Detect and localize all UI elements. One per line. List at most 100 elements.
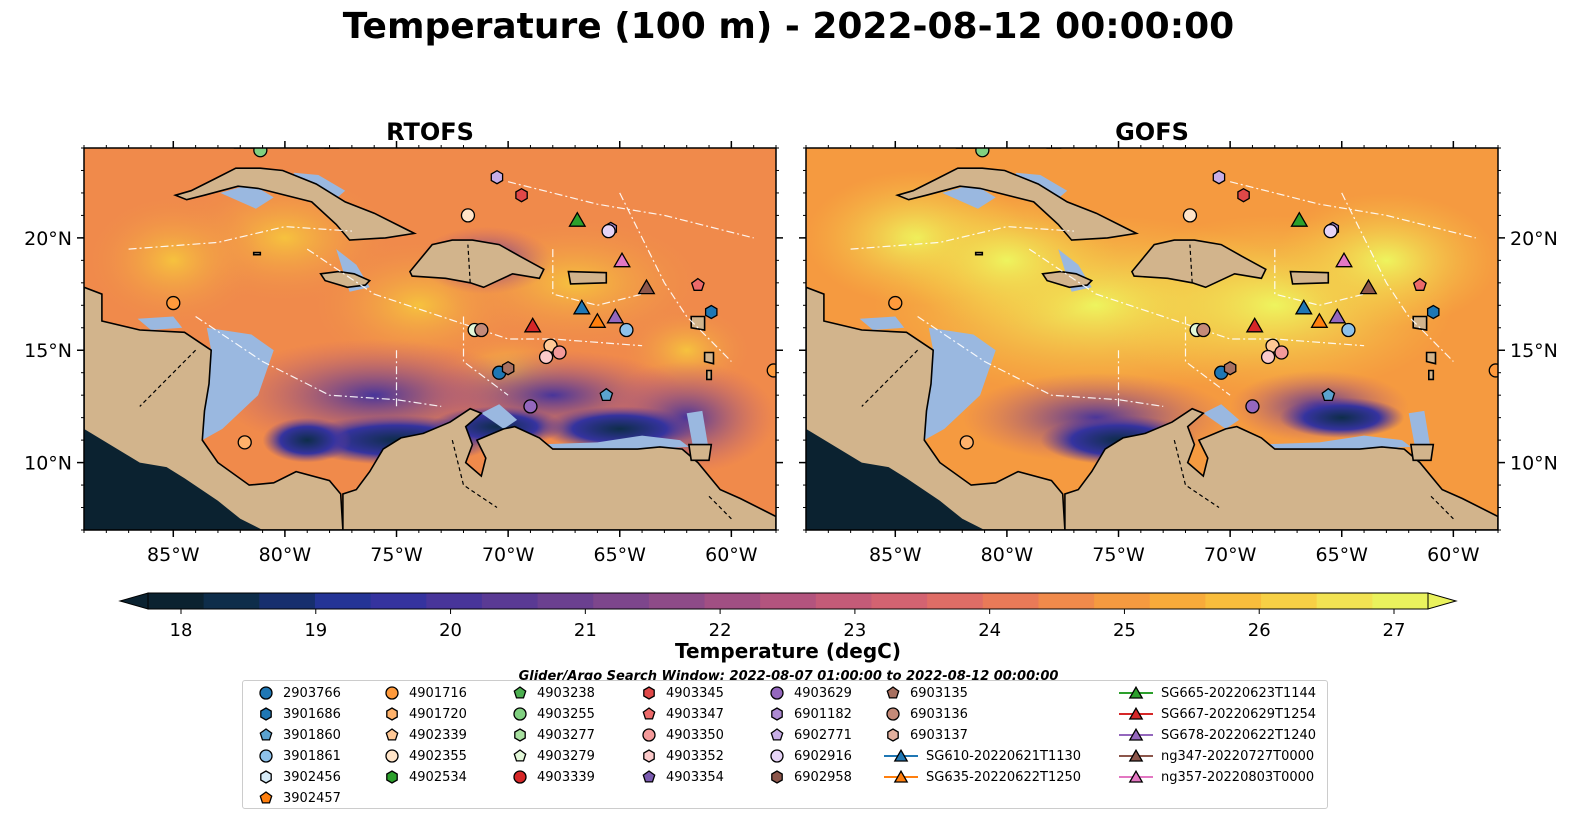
cold-upwelling — [1279, 397, 1405, 438]
platform-marker — [637, 278, 656, 295]
colorbar-tick-label: 24 — [978, 620, 1001, 641]
lat-tick-label: 20°N — [24, 228, 72, 250]
cold-upwelling — [262, 417, 352, 463]
land-andros — [324, 148, 340, 149]
legend-symbol — [386, 707, 398, 721]
legend-entry: 6902916 — [768, 746, 852, 766]
platform-marker — [1223, 360, 1237, 376]
legend-marker — [1119, 727, 1153, 741]
legend-entry: 4901716 — [383, 683, 467, 703]
colorbar-segment — [314, 593, 372, 609]
platform-marker — [1274, 345, 1289, 360]
colorbar-tick-label: 25 — [1113, 620, 1136, 641]
legend-label: ng357-20220803T0000 — [1161, 769, 1315, 785]
eez-boundary — [619, 192, 732, 362]
platform-marker — [1196, 322, 1211, 338]
platform-marker — [1212, 169, 1226, 185]
legend-symbol — [770, 749, 784, 763]
platform-marker — [568, 211, 587, 227]
legend-entry: SG665-20220623T1144 — [1119, 683, 1316, 703]
land-puertorico — [1289, 270, 1330, 285]
legend-entry: SG635-20220622T1250 — [884, 767, 1081, 787]
platform-marker — [1335, 251, 1353, 268]
colorbar-segment — [704, 593, 761, 609]
land-puertorico — [567, 270, 608, 285]
country-border — [861, 349, 919, 407]
colorbar-segment — [481, 593, 539, 609]
legend-symbol — [259, 791, 273, 804]
legend-marker — [513, 686, 527, 699]
legend-label: 4902355 — [409, 748, 467, 764]
land-martinique — [703, 351, 715, 365]
colorbar-segment — [1316, 593, 1373, 609]
land-hispaniola — [1130, 239, 1267, 289]
colorbar-tick-label: 21 — [574, 620, 597, 641]
platform-marker — [1290, 211, 1309, 227]
legend-marker — [886, 707, 900, 721]
legend-marker — [642, 770, 656, 783]
legend-label: 6903136 — [910, 706, 968, 722]
platform-marker — [601, 223, 616, 239]
map-frame — [83, 147, 777, 531]
platform-marker — [1245, 399, 1260, 414]
legend-label: 4903277 — [537, 727, 595, 743]
legend-marker — [643, 686, 655, 700]
legend-entry: 4901720 — [383, 704, 467, 724]
legend-label: 3901686 — [283, 706, 341, 722]
legend-entry: SG678-20220622T1240 — [1119, 725, 1316, 745]
land-south — [1064, 407, 1498, 530]
legend-label: 6902958 — [794, 769, 852, 785]
legend-marker — [1119, 769, 1153, 783]
legend-symbol — [385, 728, 399, 741]
legend-label: SG667-20220629T1254 — [1161, 706, 1317, 722]
legend-label: 4902339 — [409, 727, 467, 743]
legend-entry: 4903277 — [511, 725, 595, 745]
legend-symbol — [513, 749, 527, 762]
platform-marker — [538, 349, 554, 365]
shelf-area — [137, 316, 183, 330]
land-south — [342, 407, 776, 530]
legend-label: 4903350 — [666, 727, 724, 743]
legend-marker — [1119, 685, 1153, 699]
temperature-colorbar: 18 19 20 21 22 23 24 25 26 27 Temperature (degC) — [118, 592, 1458, 663]
colorbar-extend-min — [118, 592, 149, 610]
legend-label: 4903352 — [666, 748, 724, 764]
legend-entry: 3902457 — [257, 788, 341, 808]
legend-marker — [886, 686, 900, 699]
platform-marker — [490, 169, 504, 185]
legend-symbol — [886, 707, 900, 721]
figure-title: Temperature (100 m) - 2022-08-12 00:00:0… — [342, 6, 1235, 47]
platform-marker — [888, 295, 903, 311]
pacific-ocean — [806, 428, 985, 530]
land-cuba — [173, 167, 418, 241]
colorbar-tick-label: 27 — [1383, 620, 1406, 641]
legend-entry: 4903354 — [640, 767, 724, 787]
legend-entry: 6902958 — [768, 767, 852, 787]
land-florida — [955, 148, 987, 149]
platform-marker — [1310, 312, 1329, 328]
land-grandcayman — [252, 251, 262, 256]
platform-marker — [237, 435, 252, 450]
country-border — [467, 244, 471, 283]
eez-boundary — [850, 225, 1074, 250]
platform-marker — [552, 345, 567, 360]
legend-entry: ng357-20220803T0000 — [1119, 767, 1314, 787]
eez-boundary — [1028, 248, 1365, 347]
country-border — [1189, 244, 1193, 283]
legend-symbol — [770, 728, 784, 741]
legend-entry: 6901182 — [768, 704, 852, 724]
legend-label: 6901182 — [794, 706, 852, 722]
colorbar-segment — [148, 593, 205, 609]
shelf-area — [202, 327, 274, 441]
legend-symbol — [643, 686, 655, 700]
legend-symbol — [1128, 685, 1144, 699]
land-lesser1 — [705, 369, 713, 381]
legend-symbol — [513, 707, 527, 721]
colorbar-frame — [147, 592, 1429, 610]
legend-marker — [770, 728, 784, 741]
colorbar-extend-max — [1427, 592, 1458, 610]
legend-marker — [642, 728, 656, 742]
legend-symbol — [642, 728, 656, 742]
platform-marker — [975, 148, 990, 158]
